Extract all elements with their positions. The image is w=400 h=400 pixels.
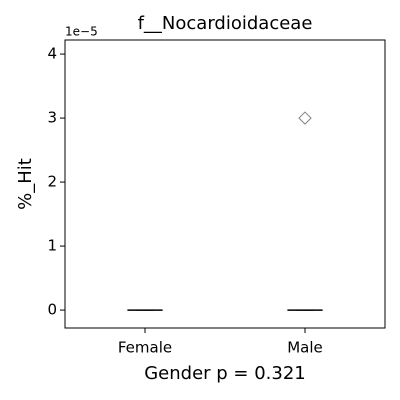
y-axis-label: %_Hit	[15, 158, 36, 210]
y-tick-label: 4	[47, 45, 57, 63]
y-offset-text: 1e−5	[65, 25, 98, 39]
x-axis-label: Gender p = 0.321	[144, 363, 306, 384]
plot-frame	[64, 39, 386, 329]
y-tick-label: 1	[47, 237, 57, 255]
y-tick-label: 3	[47, 109, 57, 127]
chart-title: f__Nocardioidaceae	[138, 13, 313, 34]
x-tick-label: Female	[118, 339, 172, 357]
flier	[298, 111, 312, 125]
y-tick-label: 2	[47, 173, 57, 191]
y-tick-label: 0	[47, 301, 57, 319]
x-tick-label: Male	[287, 339, 323, 357]
